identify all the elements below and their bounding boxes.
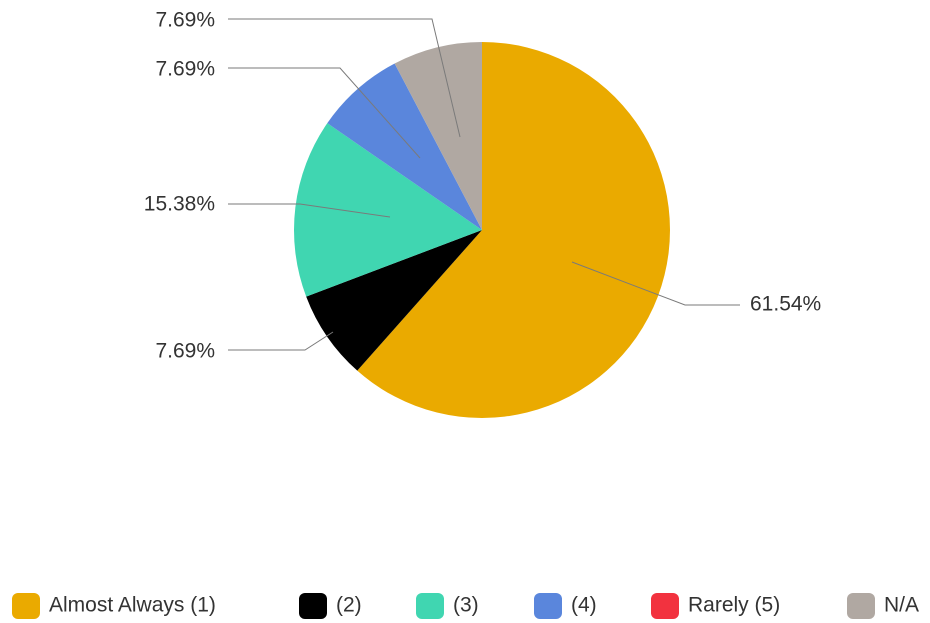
slice-label-2: 7.69% <box>155 340 215 363</box>
legend-item-5[interactable]: Rarely (5) <box>651 593 780 619</box>
leader-line-1 <box>571 261 740 306</box>
legend-swatch-5 <box>651 593 679 619</box>
pie-slice-3[interactable] <box>294 123 482 297</box>
legend-label-4: (4) <box>571 594 597 617</box>
legend-item-3[interactable]: (3) <box>416 593 479 619</box>
pie-slices <box>294 42 671 419</box>
legend-item-2[interactable]: (2) <box>299 593 362 619</box>
legend-label-2: (2) <box>336 594 362 617</box>
legend-swatch-4 <box>534 593 562 619</box>
leader-line-6 <box>228 18 461 138</box>
pie-slice-2[interactable] <box>306 230 482 371</box>
legend: Almost Always (1) (2) (3) (4) Rarely (5) N/A <box>12 593 919 619</box>
pie-slice-6[interactable] <box>394 42 482 230</box>
legend-item-6[interactable]: N/A <box>847 593 919 619</box>
legend-item-1[interactable]: Almost Always (1) <box>12 593 216 619</box>
leader-line-4 <box>228 67 421 159</box>
slice-label-4: 7.69% <box>155 58 215 81</box>
slice-labels: 61.54% 7.69% 15.38% 7.69% 7.69% <box>144 9 821 363</box>
legend-label-3: (3) <box>453 594 479 617</box>
pie-slice-4[interactable] <box>327 63 482 231</box>
leader-line-3 <box>228 203 391 218</box>
leader-lines <box>228 18 740 351</box>
slice-label-3: 15.38% <box>144 193 215 216</box>
pie-slice-1[interactable] <box>357 42 671 419</box>
legend-swatch-6 <box>847 593 875 619</box>
slice-label-1: 61.54% <box>750 293 821 316</box>
legend-label-6: N/A <box>884 594 919 617</box>
legend-swatch-3 <box>416 593 444 619</box>
legend-item-4[interactable]: (4) <box>534 593 597 619</box>
legend-label-5: Rarely (5) <box>688 594 780 617</box>
legend-swatch-1 <box>12 593 40 619</box>
legend-label-1: Almost Always (1) <box>49 594 216 617</box>
legend-swatch-2 <box>299 593 327 619</box>
slice-label-6: 7.69% <box>155 9 215 32</box>
leader-line-2 <box>228 331 334 351</box>
